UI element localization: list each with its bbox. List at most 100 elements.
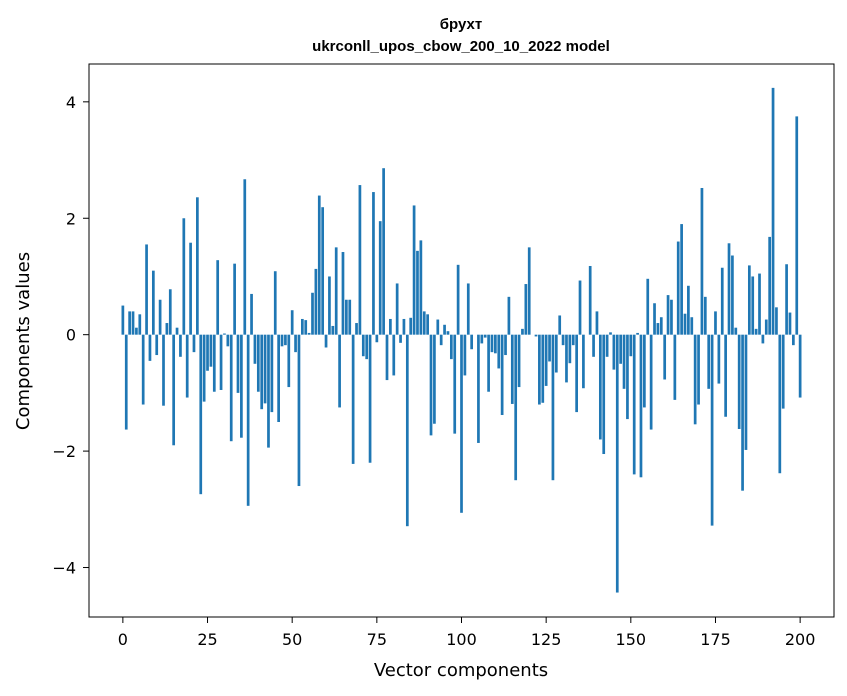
bar <box>290 310 294 335</box>
bar <box>273 271 277 335</box>
bar <box>236 334 240 393</box>
bar <box>771 87 775 335</box>
bar <box>466 283 470 335</box>
bar <box>128 311 131 335</box>
bar <box>175 327 179 335</box>
bar <box>714 311 717 335</box>
bar <box>324 334 328 348</box>
bar <box>615 334 619 593</box>
bar <box>277 334 280 422</box>
bar <box>720 267 724 335</box>
bar <box>148 334 152 361</box>
bar <box>653 303 656 335</box>
bar <box>314 268 318 335</box>
bar <box>622 334 626 389</box>
x-tick-label: 100 <box>446 630 477 649</box>
bar <box>402 318 406 335</box>
bar <box>334 247 338 335</box>
bar <box>189 242 192 335</box>
bar <box>670 299 673 335</box>
bar <box>683 313 687 335</box>
bar <box>419 240 423 335</box>
bar <box>795 116 799 335</box>
bar <box>649 334 653 430</box>
bar <box>216 260 220 335</box>
bar <box>287 334 291 388</box>
bar <box>280 334 284 347</box>
bar <box>270 334 274 413</box>
bar <box>412 205 416 335</box>
bar <box>517 334 521 388</box>
bar <box>158 299 162 335</box>
bar <box>497 334 501 369</box>
bar <box>558 315 562 335</box>
bar <box>162 334 165 406</box>
bar <box>328 276 331 335</box>
bar <box>365 334 369 360</box>
bar <box>609 332 612 335</box>
bar <box>124 334 128 430</box>
bar <box>263 334 267 404</box>
y-tick-label: 4 <box>66 93 76 112</box>
bar <box>331 325 335 335</box>
bar <box>578 280 582 335</box>
y-axis-ticks: −4 −2 0 2 4 <box>52 93 89 578</box>
bar <box>446 331 450 335</box>
bar <box>619 334 623 364</box>
bar <box>338 334 341 408</box>
bar <box>151 270 155 335</box>
bar <box>395 283 399 335</box>
bar <box>300 318 304 335</box>
bar <box>561 334 565 346</box>
bar <box>690 317 694 335</box>
bar <box>663 334 667 380</box>
bar <box>521 328 524 335</box>
bar <box>372 192 375 335</box>
bar <box>710 334 714 526</box>
bar <box>453 334 457 434</box>
bar <box>182 218 186 335</box>
bar <box>172 334 176 446</box>
bar <box>382 168 385 335</box>
bar <box>409 317 413 335</box>
bar <box>598 334 602 440</box>
bar <box>788 312 792 335</box>
bar <box>392 334 396 376</box>
bar <box>697 334 700 405</box>
bar <box>541 334 545 403</box>
bar <box>494 334 497 354</box>
bar <box>240 334 243 438</box>
bar <box>639 334 643 478</box>
bar <box>687 285 690 335</box>
bar <box>416 250 419 335</box>
bar <box>565 334 568 383</box>
bar <box>487 334 490 392</box>
bar <box>311 292 314 335</box>
bar <box>361 334 365 357</box>
bar <box>192 334 196 353</box>
bar <box>792 334 795 346</box>
bar <box>571 334 575 346</box>
bar <box>405 334 409 527</box>
x-tick-label: 150 <box>616 630 647 649</box>
bar <box>284 334 287 346</box>
bar <box>199 334 203 495</box>
y-tick-label: −2 <box>52 442 76 461</box>
bar <box>673 334 677 400</box>
bar <box>212 334 216 392</box>
bar <box>307 332 311 335</box>
bar <box>544 334 548 386</box>
bar <box>131 311 135 335</box>
bar <box>297 334 301 487</box>
bar <box>206 334 209 371</box>
bar <box>426 314 429 335</box>
bar <box>707 334 711 389</box>
bar <box>798 334 802 398</box>
bar <box>568 334 572 364</box>
bar <box>778 334 782 474</box>
bar <box>785 264 788 335</box>
bar <box>246 334 250 506</box>
bar <box>507 296 511 335</box>
bar <box>764 319 768 335</box>
